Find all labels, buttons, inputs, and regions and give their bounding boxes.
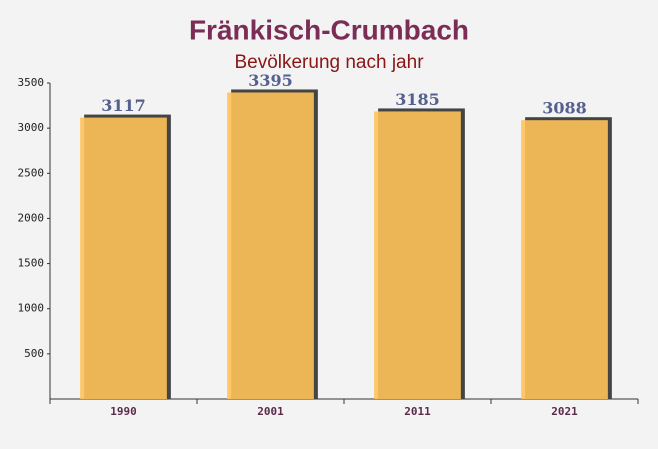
value-label: 3088 (542, 99, 587, 118)
value-label: 3185 (395, 90, 440, 109)
y-tick-label: 500 (24, 347, 44, 360)
chart-subtitle: Bevölkerung nach jahr (234, 52, 424, 73)
x-tick-label: 2001 (257, 405, 284, 418)
y-tick-label: 1000 (18, 302, 45, 315)
chart-title: Fränkisch-Crumbach (189, 14, 469, 45)
y-tick-label: 3000 (18, 121, 45, 134)
y-tick-label: 2500 (18, 166, 45, 179)
bar (521, 120, 608, 399)
bar (80, 117, 167, 399)
value-label: 3395 (248, 71, 293, 90)
bar (227, 92, 314, 399)
x-tick-label: 2021 (551, 405, 578, 418)
y-tick-label: 3500 (18, 76, 45, 89)
bar (374, 111, 461, 399)
x-tick-label: 2011 (404, 405, 431, 418)
y-tick-label: 1500 (18, 257, 45, 270)
y-tick-label: 2000 (18, 211, 45, 224)
x-tick-label: 1990 (110, 405, 137, 418)
value-label: 3117 (101, 96, 146, 115)
